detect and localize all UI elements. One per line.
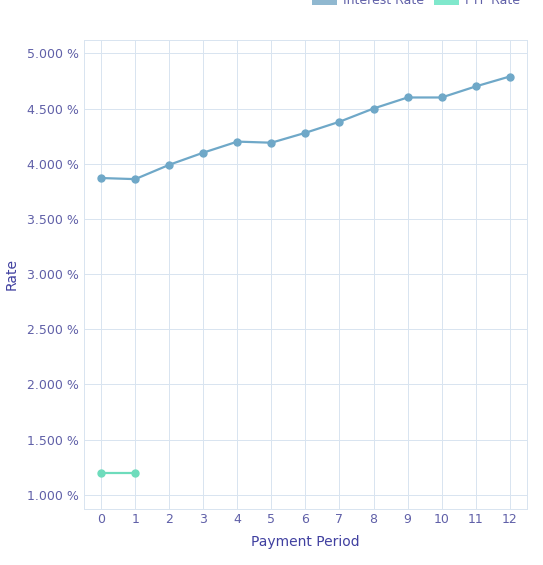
Y-axis label: Rate: Rate xyxy=(5,258,19,290)
X-axis label: Payment Period: Payment Period xyxy=(251,534,360,549)
Legend: Interest Rate, FTP Rate: Interest Rate, FTP Rate xyxy=(312,0,520,7)
